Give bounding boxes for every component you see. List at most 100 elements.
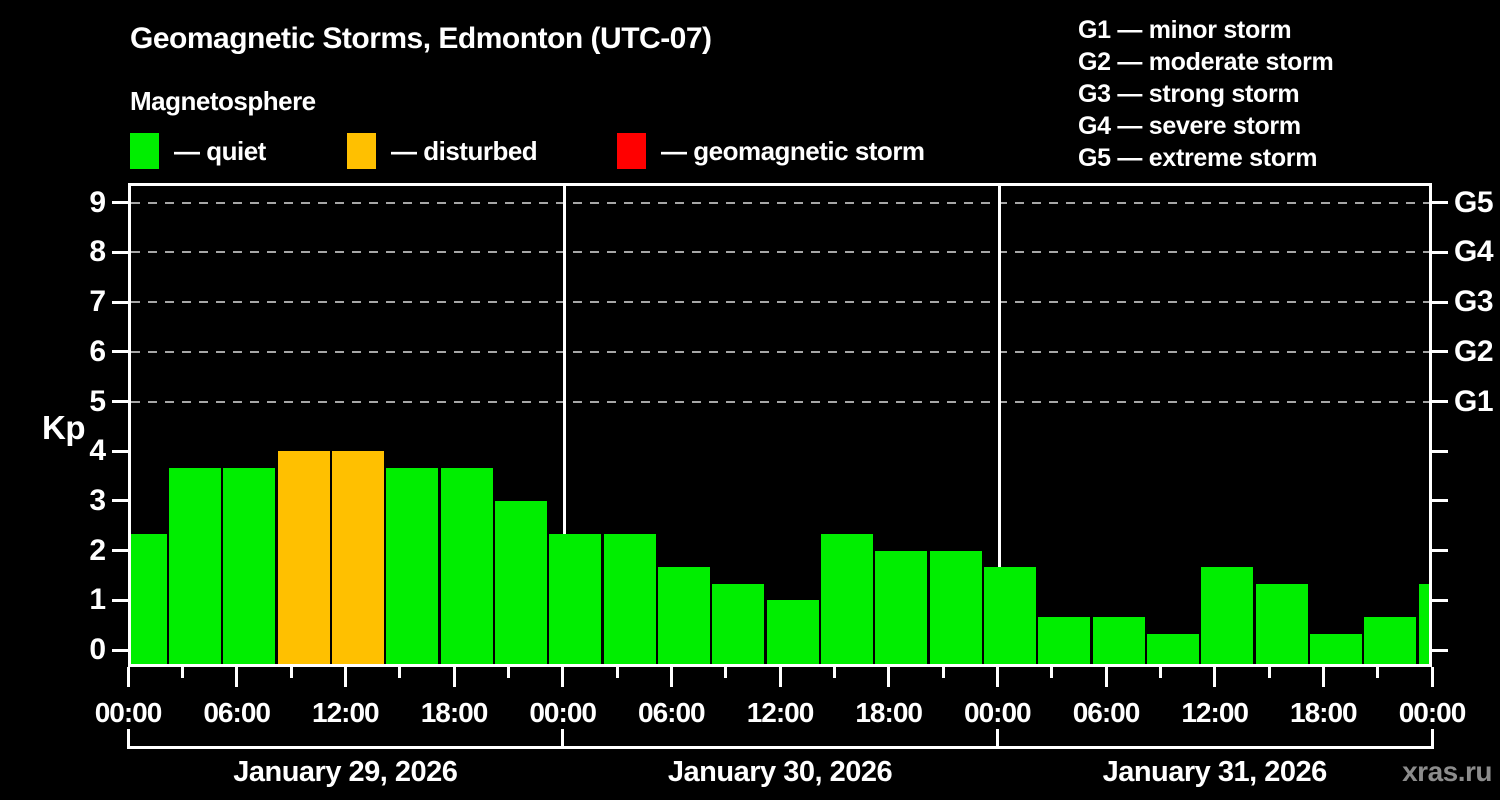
- y-axis-label: 1: [89, 583, 106, 617]
- kp-bar: [766, 600, 819, 664]
- y-axis-tick: [112, 648, 128, 652]
- time-label: 18:00: [1290, 697, 1358, 728]
- x-axis-tick: [343, 667, 347, 687]
- y-axis-tick: [112, 549, 128, 553]
- date-label: January 29, 2026: [233, 756, 458, 788]
- x-axis-tick: [669, 667, 673, 687]
- time-label: 18:00: [855, 697, 923, 728]
- kp-bar: [1092, 616, 1145, 664]
- x-axis-tick: [289, 667, 293, 678]
- x-axis-tick: [452, 667, 456, 687]
- legend-swatch-storm: [617, 133, 646, 169]
- legend-item-quiet: — quiet: [130, 133, 266, 169]
- watermark: xras.ru: [1402, 756, 1492, 787]
- x-axis-tick: [126, 667, 130, 687]
- gridline-kp-8: [131, 251, 1429, 254]
- time-label: 12:00: [746, 697, 815, 728]
- x-axis-tick: [1104, 667, 1108, 687]
- kp-bar: [386, 467, 439, 664]
- x-axis-tick: [832, 667, 836, 678]
- legend-swatch-disturbed: [347, 133, 376, 169]
- gridline-kp-7: [131, 301, 1429, 304]
- right-axis-tick: [1432, 350, 1448, 354]
- kp-bar: [495, 500, 547, 664]
- x-axis-tick: [778, 667, 782, 687]
- plot-border: [128, 183, 1432, 667]
- x-axis-tick: [941, 667, 945, 678]
- kp-bar: [1364, 616, 1417, 664]
- kp-bar: [929, 550, 982, 664]
- y-axis-tick: [112, 499, 128, 503]
- x-axis-tick: [398, 667, 402, 678]
- x-axis-tick: [1267, 667, 1271, 678]
- y-axis-tick: [112, 400, 128, 403]
- y-axis-label: 6: [89, 334, 106, 368]
- y-axis-label: 3: [89, 483, 106, 517]
- day-boundary-line: [997, 186, 1001, 664]
- time-label: 00:00: [529, 697, 597, 728]
- x-axis-tick: [615, 667, 619, 678]
- day-bracket-tick: [126, 729, 130, 749]
- time-label: 18:00: [420, 697, 489, 728]
- x-axis-tick: [724, 667, 728, 678]
- legend-label-disturbed: — disturbed: [391, 135, 538, 166]
- chart-title: Geomagnetic Storms, Edmonton (UTC-07): [130, 22, 712, 55]
- g-legend-line: G2 — moderate storm: [1078, 48, 1334, 76]
- gridline-kp-6: [131, 350, 1429, 353]
- legend-item-disturbed: — disturbed: [347, 133, 538, 169]
- g-level-label: G3: [1454, 285, 1494, 319]
- day-bracket-tick: [1430, 729, 1434, 749]
- right-axis-tick: [1432, 648, 1448, 652]
- day-bracket-tick: [995, 729, 999, 749]
- time-label: 00:00: [1398, 697, 1467, 728]
- day-bracket-tick: [561, 729, 565, 749]
- time-label: 12:00: [312, 697, 380, 728]
- time-label: 06:00: [203, 697, 271, 728]
- kp-bar: [1201, 567, 1254, 664]
- legend-label-quiet: — quiet: [174, 135, 266, 166]
- kp-bar: [821, 534, 873, 664]
- x-axis-tick: [1376, 667, 1380, 678]
- right-axis-tick: [1432, 400, 1448, 403]
- y-axis-tick: [112, 300, 128, 304]
- day-boundary-line: [563, 186, 567, 664]
- kp-bar: [332, 451, 384, 664]
- x-axis-tick: [1158, 667, 1162, 678]
- x-axis-tick: [887, 667, 891, 687]
- y-axis-label: 2: [89, 533, 106, 567]
- x-axis-tick: [1050, 667, 1054, 678]
- x-axis-tick: [1213, 667, 1217, 687]
- time-label: 00:00: [94, 697, 163, 728]
- x-axis-tick: [180, 667, 184, 678]
- kp-bar: [984, 567, 1036, 664]
- g-legend-line: G1 — minor storm: [1078, 16, 1292, 44]
- right-axis-tick: [1432, 598, 1448, 602]
- g-legend-line: G4 — severe storm: [1078, 112, 1301, 140]
- date-label: January 30, 2026: [667, 756, 893, 788]
- kp-bar: [1147, 633, 1199, 664]
- g-level-label: G2: [1454, 334, 1494, 368]
- kp-bar: [712, 583, 765, 664]
- y-axis-label: 0: [89, 633, 106, 666]
- date-label: January 31, 2026: [1102, 756, 1328, 788]
- legend-swatch-quiet: [130, 133, 159, 169]
- legend-item-storm: — geomagnetic storm: [617, 133, 925, 169]
- kp-bar: [277, 451, 330, 664]
- kp-bar: [1310, 633, 1362, 664]
- kp-bar: [169, 467, 221, 664]
- kp-bar: [875, 550, 928, 664]
- time-label: 00:00: [964, 697, 1032, 728]
- y-axis-label: 5: [89, 384, 106, 418]
- kp-bar: [603, 534, 656, 664]
- x-axis-tick: [506, 667, 510, 678]
- chart-subtitle: Magnetosphere: [130, 86, 316, 116]
- y-axis-tick: [112, 449, 128, 453]
- y-axis-tick: [112, 598, 128, 602]
- x-axis-tick: [995, 667, 999, 687]
- kp-bar: [1418, 583, 1429, 664]
- legend-label-storm: — geomagnetic storm: [661, 135, 925, 166]
- right-axis-tick: [1432, 499, 1448, 503]
- time-label: 06:00: [638, 697, 706, 728]
- kp-bar: [658, 567, 710, 664]
